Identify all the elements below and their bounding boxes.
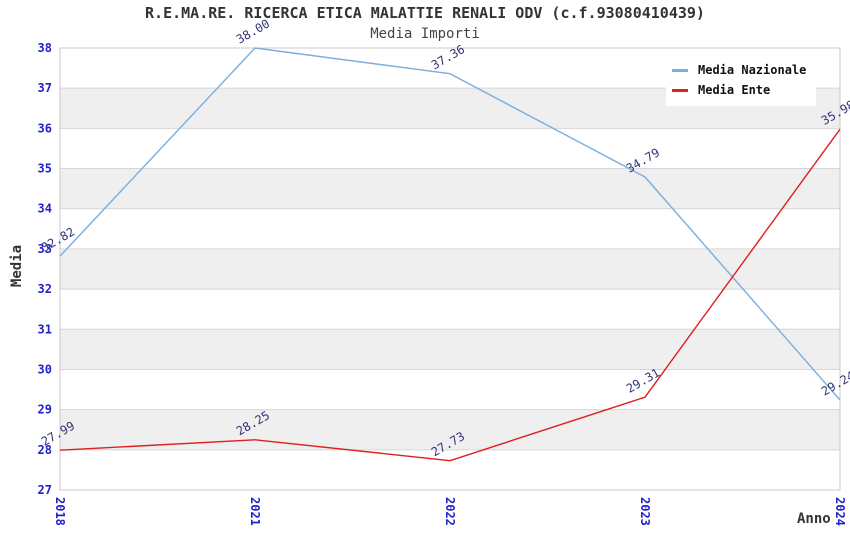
chart-title: R.E.MA.RE. RICERCA ETICA MALATTIE RENALI… <box>145 4 705 22</box>
y-tick-label: 38 <box>38 41 52 55</box>
x-tick-label: 2021 <box>248 497 262 526</box>
y-tick-label: 37 <box>38 81 52 95</box>
y-tick-label: 36 <box>38 121 52 135</box>
chart-subtitle: Media Importi <box>370 26 480 42</box>
y-tick-label: 27 <box>38 483 52 497</box>
x-tick-label: 2018 <box>53 497 67 526</box>
plot-band <box>60 329 840 370</box>
legend: Media Nazionale Media Ente <box>666 56 816 106</box>
x-tick-label: 2024 <box>833 497 847 526</box>
legend-marker-nazionale-icon <box>672 68 688 72</box>
plot-band <box>60 248 840 290</box>
y-tick-label: 32 <box>38 282 52 296</box>
legend-item-media-nazionale: Media Nazionale <box>672 60 816 80</box>
y-tick-label: 34 <box>38 202 52 216</box>
y-tick-label: 31 <box>38 322 52 336</box>
data-label: 29.31 <box>624 366 662 396</box>
legend-item-media-ente: Media Ente <box>672 80 816 100</box>
series-line-media-ente <box>59 128 841 462</box>
plot-border <box>59 47 841 491</box>
legend-label-ente: Media Ente <box>698 83 771 97</box>
legend-marker-ente-icon <box>672 88 688 92</box>
series-line-media-nazionale <box>59 47 841 401</box>
data-label: 38.00 <box>234 16 272 46</box>
y-tick-label: 33 <box>38 242 52 256</box>
y-tick-label: 35 <box>38 162 52 176</box>
x-tick-label: 2023 <box>638 497 652 526</box>
y-tick-label: 30 <box>38 362 52 376</box>
y-tick-label: 28 <box>38 443 52 457</box>
x-tick-label: 2022 <box>443 497 457 526</box>
plot-band <box>60 168 840 209</box>
legend-label-nazionale: Media Nazionale <box>698 63 807 77</box>
data-label: 37.36 <box>429 42 467 72</box>
y-tick-label: 29 <box>38 403 52 417</box>
x-axis-title: Anno <box>797 511 831 527</box>
